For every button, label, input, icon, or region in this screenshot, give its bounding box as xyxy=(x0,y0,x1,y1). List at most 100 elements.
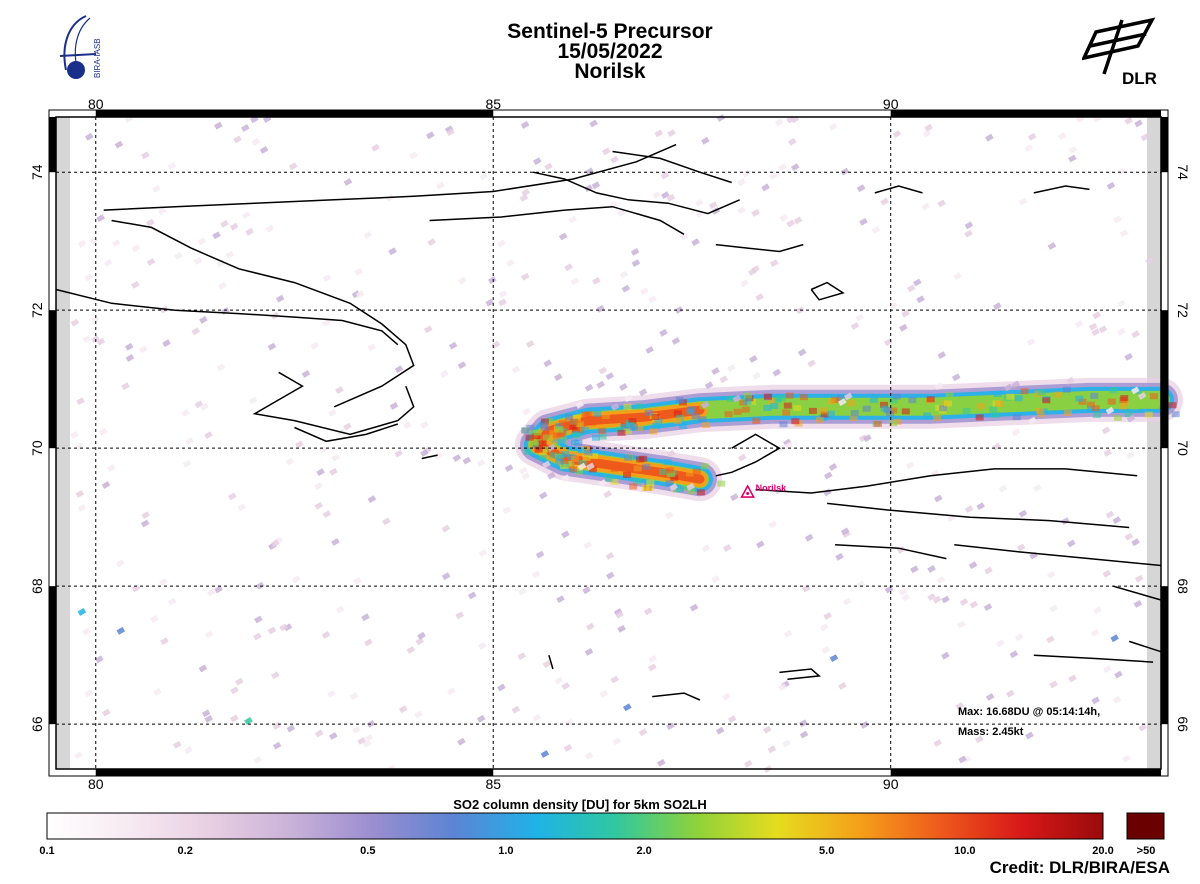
lat-tick-label-left: 72 xyxy=(29,302,45,318)
so2-pixel xyxy=(542,660,552,669)
plume-pixel xyxy=(943,400,952,407)
so2-pixel xyxy=(1004,383,1013,392)
so2-pixel xyxy=(645,346,654,354)
so2-pixel xyxy=(786,219,795,228)
so2-pixel xyxy=(907,284,916,293)
coastline-segment xyxy=(294,423,399,443)
plume-pixel xyxy=(698,416,707,423)
graticule xyxy=(56,117,1161,769)
so2-pixel xyxy=(823,612,832,620)
so2-pixel xyxy=(952,373,961,382)
so2-pixel xyxy=(191,327,200,336)
so2-pixel xyxy=(910,565,919,574)
plume-pixel xyxy=(785,392,794,399)
coastline-segment xyxy=(652,692,701,701)
so2-pixel xyxy=(730,493,739,502)
so2-pixel xyxy=(752,371,761,380)
so2-pixel xyxy=(237,503,246,512)
plume-pixel xyxy=(1037,389,1046,396)
so2-pixel xyxy=(619,383,628,391)
so2-pixel xyxy=(666,449,676,458)
plume-pixel xyxy=(1054,391,1063,398)
plume-pixel xyxy=(651,413,660,420)
so2-pixel xyxy=(254,615,263,624)
so2-pixel xyxy=(664,511,674,520)
lon-tick-label-top: 85 xyxy=(485,96,501,112)
so2-pixel xyxy=(420,421,429,429)
so2-pixel xyxy=(584,648,594,656)
so2-pixel xyxy=(158,207,167,216)
coastline-segment xyxy=(715,433,781,477)
so2-pixel xyxy=(153,688,162,696)
so2-pixel xyxy=(182,459,192,468)
so2-pixel xyxy=(840,527,850,536)
so2-pixel xyxy=(617,624,626,633)
so2-pixel xyxy=(770,259,779,268)
so2-pixel xyxy=(115,559,125,568)
so2-pixel xyxy=(619,270,629,279)
so2-pixel xyxy=(1131,538,1140,547)
so2-pixel xyxy=(1117,167,1126,176)
plume-pixel xyxy=(1035,407,1044,414)
so2-pixel xyxy=(1110,634,1119,643)
colorbar-tick-label: 0.1 xyxy=(39,845,55,857)
coastline-segment xyxy=(548,654,554,670)
bira-iasb-logo: BIRA-IASB xyxy=(59,15,102,79)
plume-pixel xyxy=(793,405,802,412)
plume-pixel xyxy=(525,434,534,441)
plume-pixel xyxy=(598,427,607,434)
plume-pixel xyxy=(962,408,971,415)
plume-pixel xyxy=(561,450,570,457)
so2-pixel xyxy=(751,209,760,217)
swath-edge-left xyxy=(56,117,70,769)
so2-pixel xyxy=(322,274,332,282)
plume-pixel xyxy=(598,433,607,440)
plume-pixel xyxy=(739,399,748,406)
so2-pixel xyxy=(511,705,521,714)
so2-pixel xyxy=(233,135,242,144)
so2-pixel xyxy=(933,739,942,747)
so2-pixel xyxy=(316,468,325,477)
credit-text: Credit: DLR/BIRA/ESA xyxy=(989,858,1170,877)
plume-pixel xyxy=(549,452,557,459)
so2-pixel xyxy=(1009,650,1019,659)
so2-pixel xyxy=(927,593,936,601)
plume-pixel xyxy=(642,463,651,470)
so2-pixel xyxy=(310,341,319,350)
so2-pixel xyxy=(701,544,711,553)
so2-pixel xyxy=(506,259,515,267)
so2-pixel xyxy=(927,565,936,573)
so2-pixel xyxy=(343,178,353,186)
so2-pixel xyxy=(497,683,506,692)
so2-pixel xyxy=(983,603,993,612)
so2-pixel xyxy=(204,715,213,723)
so2-pixel xyxy=(749,355,758,363)
so2-pixel xyxy=(584,752,594,760)
lat-tick-label-right: 74 xyxy=(1175,164,1191,180)
plume-pixel xyxy=(665,480,674,487)
so2-pixel xyxy=(716,114,726,122)
so2-pixel xyxy=(253,632,262,641)
so2-pixel xyxy=(657,758,666,767)
so2-pixel xyxy=(992,442,1001,451)
so2-pixel xyxy=(761,183,770,192)
so2-pixel xyxy=(124,342,134,351)
so2-pixel xyxy=(1088,322,1098,331)
lat-tick-label-right: 72 xyxy=(1175,302,1191,318)
so2-pixel xyxy=(521,188,530,197)
so2-pixel xyxy=(201,709,211,718)
plume-pixel xyxy=(580,426,589,433)
so2-pixel xyxy=(762,725,772,734)
so2-pixel xyxy=(511,365,521,374)
lon-tick-label-bottom: 90 xyxy=(883,776,899,792)
so2-pixel xyxy=(485,298,494,307)
coastline-segment xyxy=(835,544,947,560)
so2-pixel xyxy=(722,544,732,552)
so2-pixel xyxy=(447,687,456,696)
so2-pixel xyxy=(241,124,250,132)
plume-pixel xyxy=(733,408,742,415)
plume-pixel xyxy=(558,420,567,427)
so2-pixel xyxy=(371,143,380,152)
so2-pixel xyxy=(1046,635,1055,644)
plume-pixel xyxy=(588,466,597,473)
